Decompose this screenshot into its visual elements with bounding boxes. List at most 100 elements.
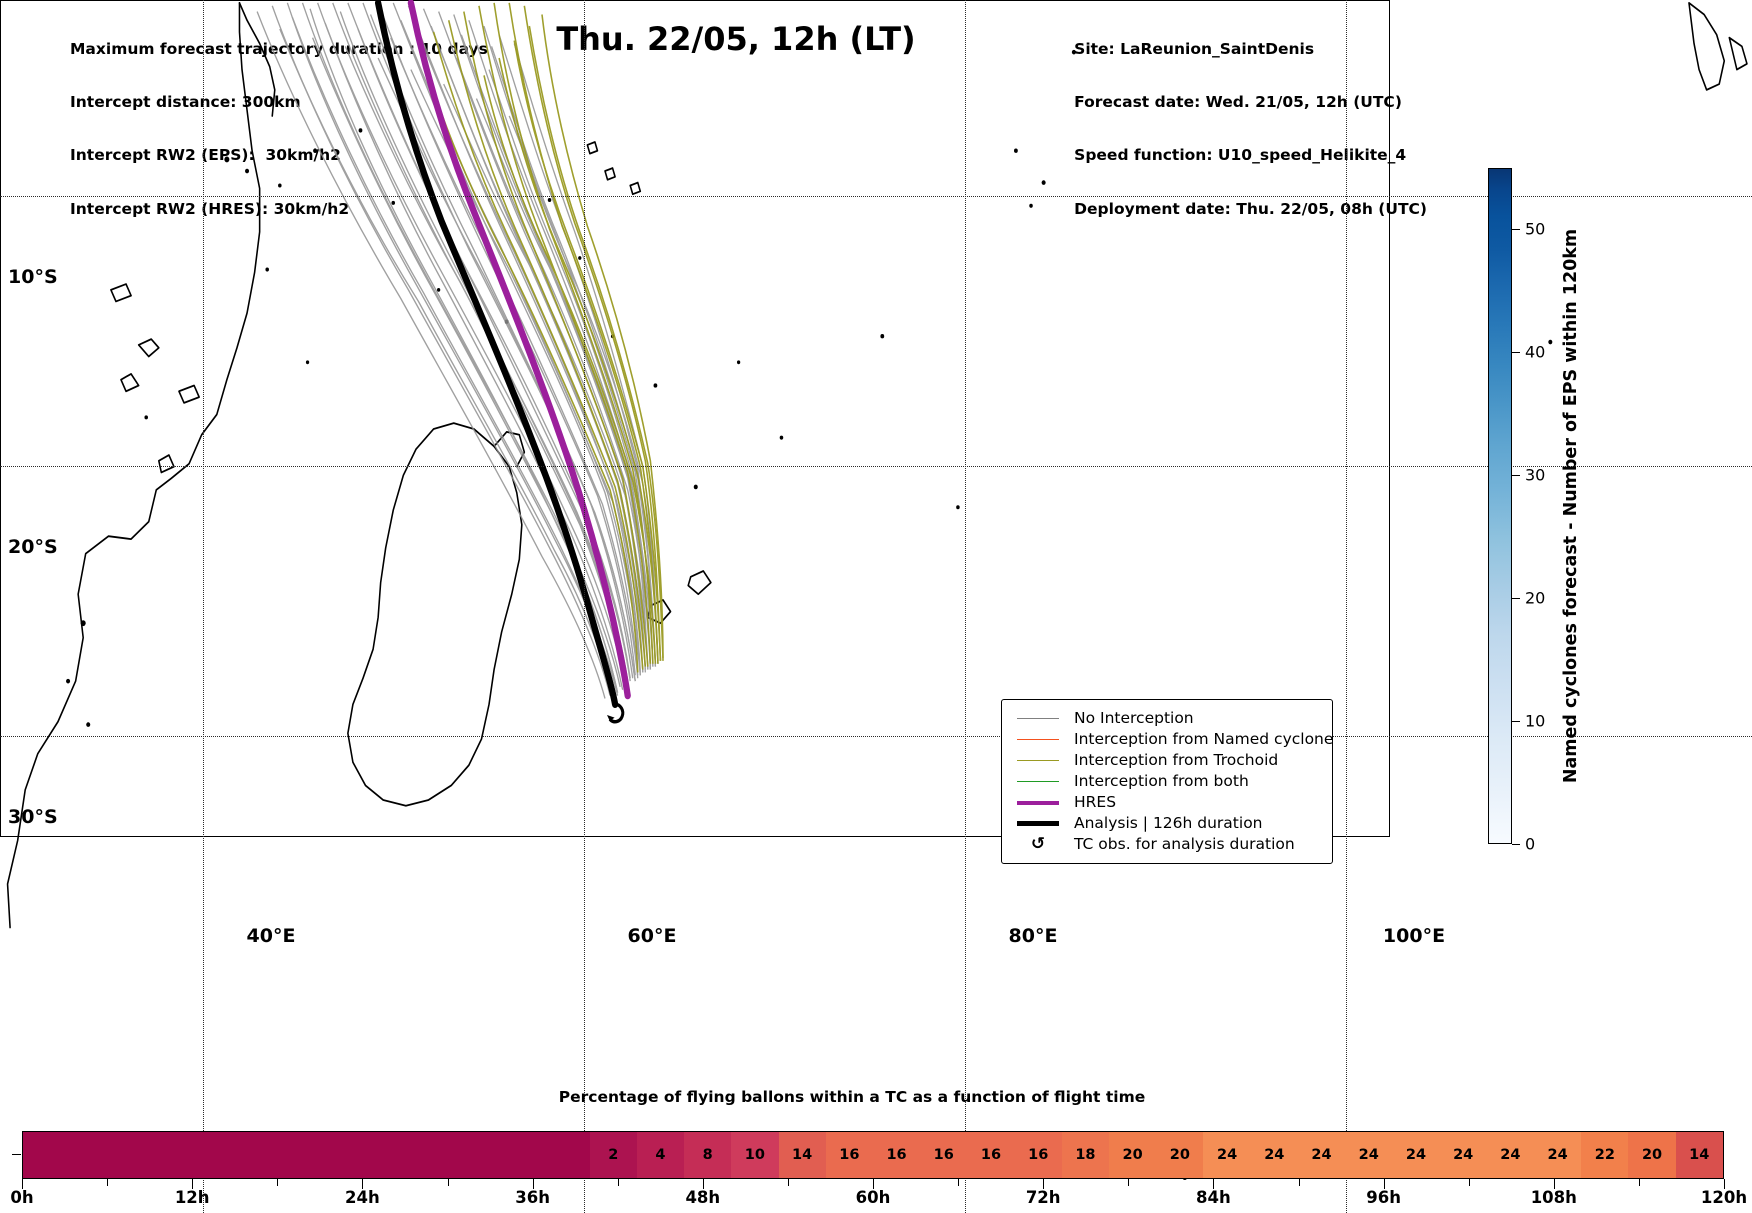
- legend-item-trochoid[interactable]: Interception from Trochoid: [1012, 750, 1322, 771]
- page-title: Thu. 22/05, 12h (LT): [0, 20, 1752, 58]
- cyclone-glyph: ↺: [1030, 834, 1046, 854]
- gridline-lon-60e: [584, 0, 585, 1213]
- percentage-bar-cell: [259, 1132, 307, 1178]
- ytick-label-20s: 20°S: [8, 536, 58, 558]
- tc-observation-marker: [607, 702, 625, 724]
- percentage-bar-xlabel: 24h: [345, 1188, 380, 1207]
- percentage-bar-tick: [617, 1179, 619, 1186]
- percentage-bar-left-tick: [12, 1154, 21, 1155]
- eps-count-colorbar[interactable]: 0 10 20 30 40 50: [1488, 168, 1545, 854]
- percentage-bar-cell: [23, 1132, 71, 1178]
- percentage-bar-tick: [362, 1179, 364, 1189]
- colorbar-tick-20: [1512, 598, 1520, 599]
- xtick-label-100e: 100°E: [1382, 925, 1446, 947]
- percentage-bar-cell: [70, 1132, 118, 1178]
- percentage-bar-xlabel: 108h: [1530, 1188, 1577, 1207]
- header-left-line-2: Intercept distance: 300km: [70, 92, 301, 111]
- percentage-bar-tick: [532, 1179, 534, 1189]
- legend-line-icon-grey: [1012, 718, 1064, 719]
- legend-label-5: Analysis | 126h duration: [1074, 813, 1263, 832]
- legend-label-2: Interception from Trochoid: [1074, 750, 1279, 769]
- percentage-bar-cell: [353, 1132, 401, 1178]
- percentage-bar-cell: 24: [1345, 1132, 1393, 1178]
- legend-item-no-interception[interactable]: No Interception: [1012, 708, 1322, 729]
- colorbar-tick-0: [1512, 844, 1520, 845]
- header-right-line-4: Deployment date: Thu. 22/05, 08h (UTC): [1074, 199, 1427, 218]
- percentage-bar-cell: 24: [1534, 1132, 1582, 1178]
- percentage-bar-cell: 2: [589, 1132, 637, 1178]
- percentage-bar-xlabel: 72h: [1025, 1188, 1061, 1207]
- percentage-bar-cell: 24: [1439, 1132, 1487, 1178]
- percentage-bar-cell: [447, 1132, 496, 1178]
- percentage-bar-cell: 16: [1014, 1132, 1062, 1178]
- percentage-bar-cell: [306, 1132, 354, 1178]
- percentage-bar-title-text: Percentage of flying ballons within a TC…: [558, 1088, 1146, 1106]
- percentage-bar-cell: 4: [636, 1132, 685, 1178]
- xtick-label-80e: 80°E: [1008, 925, 1058, 947]
- percentage-bar-cell: 24: [1250, 1132, 1298, 1178]
- map-vector-layer: [6, 0, 1748, 1180]
- legend-label-1: Interception from Named cyclone: [1074, 729, 1334, 748]
- legend-label-4: HRES: [1074, 792, 1117, 811]
- percentage-bar-tick: [22, 1179, 23, 1189]
- page-title-text: Thu. 22/05, 12h (LT): [556, 20, 916, 58]
- colorbar-ticklabel-0: 0: [1525, 834, 1536, 854]
- colorbar-tick-50: [1512, 229, 1520, 230]
- percentage-bar-cell: 24: [1297, 1132, 1346, 1178]
- percentage-bar-tick: [1383, 1179, 1385, 1189]
- percentage-bar-title: Percentage of flying ballons within a TC…: [0, 1088, 1752, 1106]
- percentage-bar-cell: 18: [1061, 1132, 1110, 1178]
- percentage-bar[interactable]: 2 4 8 10 14 16 16 16 16 16 18 20 20 24 24 24 24 24 24 24 24 2…: [22, 1131, 1724, 1179]
- percentage-bar-cell: 14: [778, 1132, 826, 1178]
- ytick-label-30s: 30°S: [8, 806, 58, 828]
- gridline-lat-10s: [0, 196, 1752, 197]
- header-right-line-3: Speed function: U10_speed_Helikite_4: [1074, 146, 1407, 165]
- percentage-bar-tick: [1128, 1179, 1130, 1186]
- xtick-label-60e: 60°E: [627, 925, 677, 947]
- percentage-bar-cell: [164, 1132, 212, 1178]
- hres-track: [407, 0, 631, 700]
- colorbar-ticklabel-20: 20: [1525, 588, 1546, 608]
- percentage-bar-cell: 24: [1203, 1132, 1251, 1178]
- legend-item-hres[interactable]: HRES: [1012, 792, 1322, 813]
- gridline-lat-20s: [0, 466, 1752, 467]
- percentage-bar-cell: 20: [1628, 1132, 1676, 1178]
- percentage-bar-cell: 16: [825, 1132, 873, 1178]
- percentage-bar-tick: [873, 1179, 874, 1189]
- colorbar-ticklabel-50: 50: [1525, 219, 1546, 239]
- percentage-bar-cell: 16: [920, 1132, 968, 1178]
- legend-item-analysis[interactable]: Analysis | 126h duration: [1012, 813, 1322, 834]
- colorbar-ticklabel-40: 40: [1525, 342, 1546, 362]
- legend-line-icon-black: [1012, 821, 1064, 826]
- colorbar-axis-title: Named cyclones forecast - Number of EPS …: [1556, 168, 1586, 844]
- map-legend[interactable]: No Interception Interception from Named …: [1001, 699, 1333, 864]
- legend-item-tc-obs[interactable]: ↺ TC obs. for analysis duration: [1012, 834, 1322, 855]
- cyclone-icon: ↺: [1012, 834, 1064, 854]
- percentage-bar-tick: [702, 1179, 704, 1189]
- legend-item-both[interactable]: Interception from both: [1012, 771, 1322, 792]
- gridline-lon-40e: [203, 0, 204, 1213]
- colorbar-gradient: [1488, 168, 1512, 844]
- percentage-bar-tick: [192, 1179, 194, 1189]
- percentage-bar-cell: 22: [1581, 1132, 1629, 1178]
- percentage-bar-cell: 20: [1109, 1132, 1157, 1178]
- analysis-track: [374, 0, 619, 708]
- percentage-bar-tick: [787, 1179, 789, 1186]
- legend-item-named-cyclone[interactable]: Interception from Named cyclone: [1012, 729, 1333, 750]
- gridline-lon-100e: [1346, 0, 1347, 1213]
- percentage-bar-cell: [542, 1132, 590, 1178]
- gridline-lat-30s: [0, 736, 1752, 737]
- percentage-bar-xlabel: 60h: [855, 1188, 891, 1207]
- legend-label-0: No Interception: [1074, 708, 1194, 727]
- colorbar-axis-title-text: Named cyclones forecast - Number of EPS …: [1561, 228, 1581, 784]
- percentage-bar-xlabel: 36h: [515, 1188, 550, 1207]
- percentage-bar-cell: 8: [684, 1132, 732, 1178]
- percentage-bar-cell: 20: [1156, 1132, 1204, 1178]
- colorbar-tick-30: [1512, 475, 1520, 476]
- legend-line-icon-olive: [1012, 760, 1064, 761]
- header-left-line-3: Intercept RW2 (EPS): 30km/h2: [70, 146, 341, 165]
- percentage-bar-xlabel: 48h: [685, 1188, 721, 1207]
- percentage-bar-tick: [1724, 1179, 1725, 1189]
- percentage-bar-tick: [1468, 1179, 1470, 1186]
